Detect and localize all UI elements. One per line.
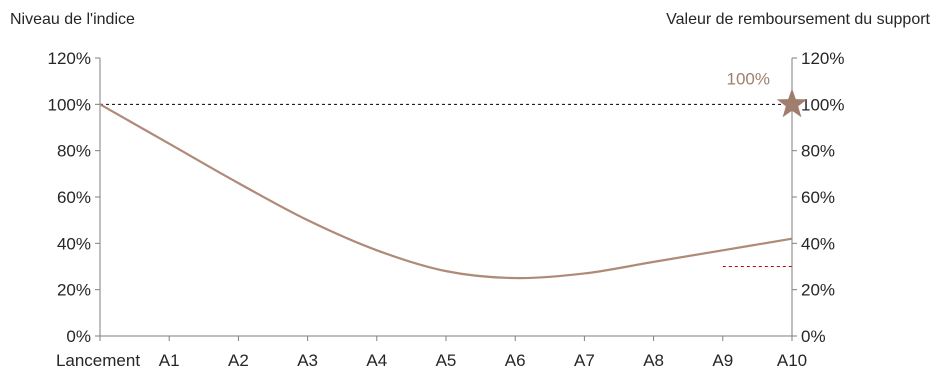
y-tick-label-left: 80% xyxy=(57,142,91,161)
series-layer xyxy=(99,103,793,280)
x-tick-label: A3 xyxy=(297,351,318,370)
x-tick-label: A5 xyxy=(436,351,457,370)
axes: 0% 0% 20% 20% 40% 40% 60% 60% 80% 80% 100% 100% 120%… xyxy=(48,49,845,370)
x-tick-label: A9 xyxy=(712,351,733,370)
star-marker xyxy=(776,88,808,118)
y-tick-label-right: 0% xyxy=(801,327,826,346)
y-tick-label-left: 40% xyxy=(57,234,91,253)
y-tick-label-right: 100% xyxy=(801,95,844,114)
y-axis-right-title: Valeur de remboursement du support xyxy=(666,11,930,28)
y-tick-label-right: 80% xyxy=(801,142,835,161)
reference-lines xyxy=(100,103,792,267)
x-tick-label: A8 xyxy=(643,351,664,370)
x-tick-label: A7 xyxy=(574,351,595,370)
x-tick-label: A1 xyxy=(159,351,180,370)
y-tick-label-left: 60% xyxy=(57,188,91,207)
series-line-indice xyxy=(99,103,793,280)
y-tick-label-right: 20% xyxy=(801,281,835,300)
y-tick-label-left: 20% xyxy=(57,281,91,300)
y-axis-left-title: Niveau de l'indice xyxy=(10,11,135,28)
x-tick-label: A2 xyxy=(228,351,249,370)
y-tick-label-left: 0% xyxy=(66,327,91,346)
y-tick-label-left: 120% xyxy=(48,49,91,68)
y-tick-label-right: 120% xyxy=(801,49,844,68)
star-marker-label: 100% xyxy=(727,69,770,88)
y-tick-label-right: 40% xyxy=(801,234,835,253)
y-tick-label-left: 100% xyxy=(48,95,91,114)
x-tick-label: A10 xyxy=(777,351,807,370)
x-tick-label: A4 xyxy=(366,351,387,370)
x-tick-label: A6 xyxy=(505,351,526,370)
y-tick-label-right: 60% xyxy=(801,188,835,207)
marker-layer: 100% xyxy=(727,69,808,118)
x-tick-label: Lancement xyxy=(56,351,140,370)
